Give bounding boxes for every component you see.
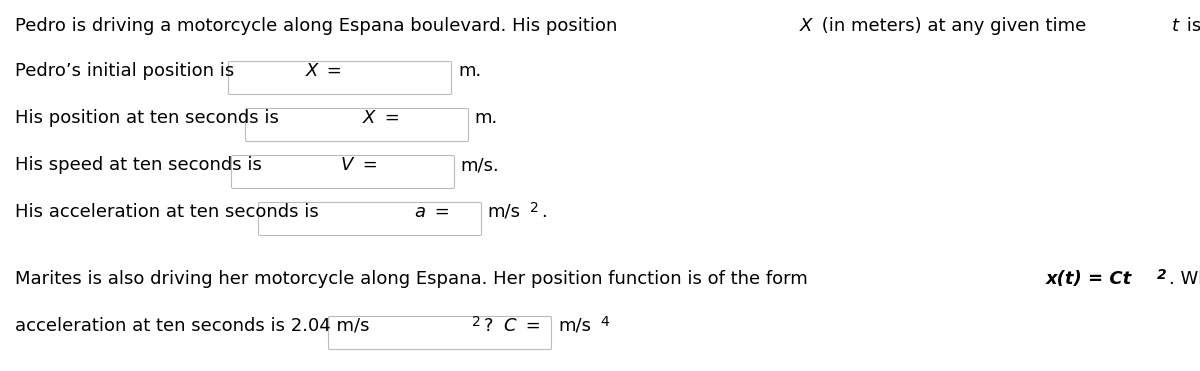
Text: m/s.: m/s. (460, 156, 499, 174)
Text: Pedro is driving a motorcycle along Espana boulevard. His position: Pedro is driving a motorcycle along Espa… (14, 17, 623, 35)
FancyBboxPatch shape (228, 62, 451, 95)
Text: Pedro’s initial position is: Pedro’s initial position is (14, 62, 240, 80)
Text: =: = (428, 203, 455, 221)
Text: C: C (503, 317, 516, 335)
Text: His acceleration at ten seconds is: His acceleration at ten seconds is (14, 203, 324, 221)
Text: .: . (541, 203, 547, 221)
Text: Marites is also driving her motorcycle along Espana. Her position function is of: Marites is also driving her motorcycle a… (14, 270, 814, 288)
Text: m/s: m/s (487, 203, 520, 221)
Text: (in meters) at any given time: (in meters) at any given time (816, 17, 1092, 35)
FancyBboxPatch shape (329, 316, 552, 349)
Text: =: = (322, 62, 348, 80)
Text: 4: 4 (600, 315, 610, 329)
Text: acceleration at ten seconds is 2.04 m/s: acceleration at ten seconds is 2.04 m/s (14, 317, 370, 335)
Text: m.: m. (458, 62, 481, 80)
Text: V: V (341, 156, 353, 174)
Text: =: = (356, 156, 384, 174)
Text: X: X (799, 17, 812, 35)
Text: X: X (362, 109, 376, 127)
FancyBboxPatch shape (258, 203, 481, 236)
Text: X: X (305, 62, 318, 80)
Text: 2: 2 (473, 315, 481, 329)
Text: m.: m. (474, 109, 497, 127)
Text: is given by: is given by (1181, 17, 1200, 35)
Text: =: = (379, 109, 406, 127)
Text: 2: 2 (529, 201, 539, 215)
Text: His speed at ten seconds is: His speed at ten seconds is (14, 156, 268, 174)
FancyBboxPatch shape (232, 155, 455, 188)
Text: 2: 2 (1157, 268, 1166, 282)
Text: =: = (520, 317, 546, 335)
Text: m/s: m/s (558, 317, 592, 335)
Text: . What is the coefficient: . What is the coefficient (1169, 270, 1200, 288)
Text: His position at ten seconds is: His position at ten seconds is (14, 109, 284, 127)
Text: x(t) = Ct: x(t) = Ct (1045, 270, 1132, 288)
FancyBboxPatch shape (246, 108, 468, 141)
Text: ?: ? (484, 317, 499, 335)
Text: t: t (1171, 17, 1178, 35)
Text: a: a (414, 203, 425, 221)
